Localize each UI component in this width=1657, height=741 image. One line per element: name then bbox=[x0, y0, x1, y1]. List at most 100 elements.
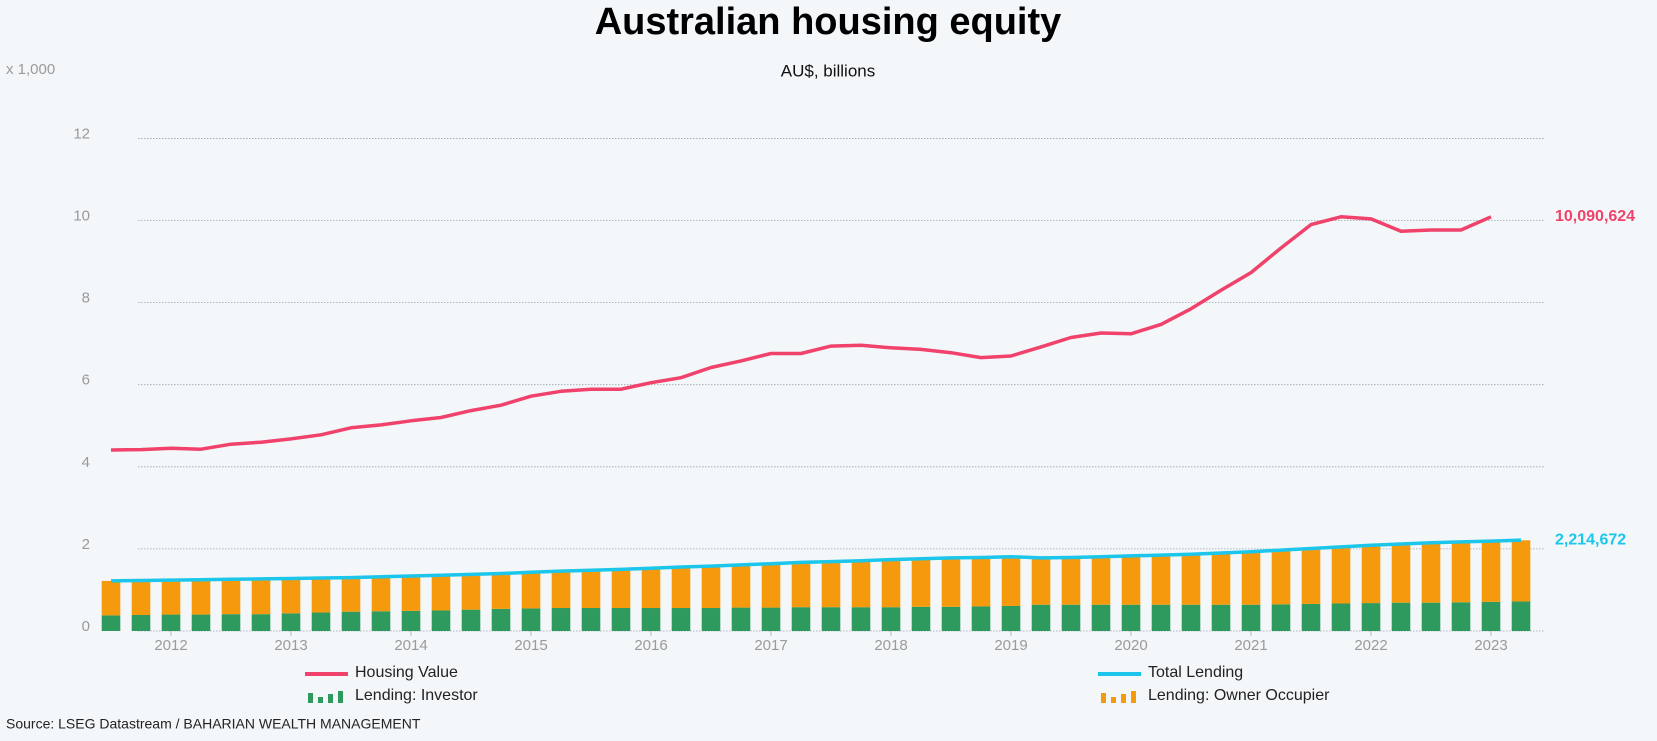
bar bbox=[791, 607, 811, 631]
bar bbox=[1331, 603, 1351, 631]
bar bbox=[1391, 543, 1411, 603]
bar bbox=[611, 569, 631, 609]
bar bbox=[1511, 540, 1531, 602]
bar bbox=[1181, 554, 1201, 605]
bar bbox=[371, 576, 391, 612]
y-tick-label: 12 bbox=[73, 125, 90, 142]
legend-swatch bbox=[1121, 694, 1126, 703]
bar bbox=[701, 608, 721, 631]
bar bbox=[131, 580, 151, 615]
bar bbox=[341, 611, 361, 631]
bar bbox=[551, 608, 571, 631]
bar bbox=[731, 564, 751, 608]
legend-swatch bbox=[338, 691, 343, 703]
bar bbox=[911, 606, 931, 631]
bar bbox=[641, 568, 661, 609]
bar bbox=[881, 559, 901, 608]
x-tick-label: 2019 bbox=[994, 637, 1027, 654]
bar bbox=[1331, 546, 1351, 604]
line bbox=[110, 215, 1492, 452]
bar bbox=[941, 606, 961, 631]
chart-title: Australian housing equity bbox=[595, 1, 1062, 43]
bar bbox=[581, 608, 601, 631]
bar bbox=[821, 561, 841, 608]
y-unit-label: x 1,000 bbox=[6, 61, 55, 78]
bar bbox=[191, 614, 211, 631]
bar bbox=[431, 575, 451, 611]
bar bbox=[1121, 604, 1141, 631]
bar bbox=[701, 566, 721, 609]
bar bbox=[671, 608, 691, 631]
bar bbox=[251, 578, 271, 615]
bar bbox=[1361, 603, 1381, 631]
bar bbox=[1481, 541, 1501, 602]
bar bbox=[1271, 550, 1291, 605]
bar bbox=[1361, 545, 1381, 604]
bar bbox=[1241, 551, 1261, 605]
legend-label: Lending: Investor bbox=[355, 687, 478, 704]
bar bbox=[1031, 557, 1051, 605]
bar bbox=[401, 575, 421, 611]
bar bbox=[161, 614, 181, 631]
legend-swatch bbox=[328, 694, 333, 703]
bar bbox=[581, 570, 601, 609]
x-tick-label: 2022 bbox=[1354, 637, 1387, 654]
bar bbox=[491, 573, 511, 609]
bar bbox=[821, 607, 841, 631]
x-tick-label: 2013 bbox=[274, 637, 307, 654]
line bbox=[110, 538, 1522, 583]
bar bbox=[191, 579, 211, 615]
bar bbox=[1421, 602, 1441, 631]
bar bbox=[971, 606, 991, 631]
x-tick-label: 2012 bbox=[154, 637, 187, 654]
bar bbox=[881, 607, 901, 631]
bar bbox=[1241, 604, 1261, 631]
bar bbox=[251, 614, 271, 631]
x-tick-label: 2018 bbox=[874, 637, 907, 654]
bar bbox=[221, 614, 241, 631]
bar bbox=[641, 608, 661, 631]
legend-label: Lending: Owner Occupier bbox=[1148, 687, 1330, 704]
bar bbox=[671, 566, 691, 609]
bar bbox=[1061, 557, 1081, 605]
bar bbox=[1151, 604, 1171, 631]
bar bbox=[521, 572, 541, 609]
bar bbox=[1181, 604, 1201, 631]
bar bbox=[1301, 548, 1321, 604]
x-tick-label: 2023 bbox=[1474, 637, 1507, 654]
legend-label: Total Lending bbox=[1148, 664, 1243, 681]
x-tick-label: 2020 bbox=[1114, 637, 1147, 654]
source-note: Source: LSEG Datastream / BAHARIAN WEALT… bbox=[6, 716, 421, 732]
bar bbox=[461, 574, 481, 610]
bar bbox=[911, 558, 931, 607]
x-tick-label: 2021 bbox=[1234, 637, 1267, 654]
legend-swatch bbox=[318, 697, 323, 703]
bar bbox=[161, 580, 181, 615]
bar bbox=[1481, 601, 1501, 631]
bar bbox=[1301, 603, 1321, 631]
bar bbox=[1451, 602, 1471, 631]
bar bbox=[1271, 604, 1291, 631]
x-tick-label: 2014 bbox=[394, 637, 427, 654]
legend-swatch bbox=[1111, 697, 1116, 703]
bar bbox=[491, 608, 511, 631]
bar bbox=[1031, 604, 1051, 631]
legend-label: Housing Value bbox=[355, 664, 458, 681]
end-value-label: 10,090,624 bbox=[1555, 208, 1635, 225]
bar bbox=[1211, 604, 1231, 631]
bar bbox=[281, 578, 301, 614]
bar bbox=[851, 607, 871, 631]
legend-swatch bbox=[308, 693, 313, 703]
bar bbox=[1391, 602, 1411, 631]
bar bbox=[851, 560, 871, 608]
legend-swatch bbox=[1131, 691, 1136, 703]
y-tick-label: 10 bbox=[73, 207, 90, 224]
x-tick-label: 2015 bbox=[514, 637, 547, 654]
bar bbox=[371, 611, 391, 631]
bar bbox=[1121, 555, 1141, 605]
bar bbox=[1091, 604, 1111, 631]
bar bbox=[1091, 556, 1111, 605]
bar bbox=[101, 580, 121, 616]
bar bbox=[761, 607, 781, 631]
